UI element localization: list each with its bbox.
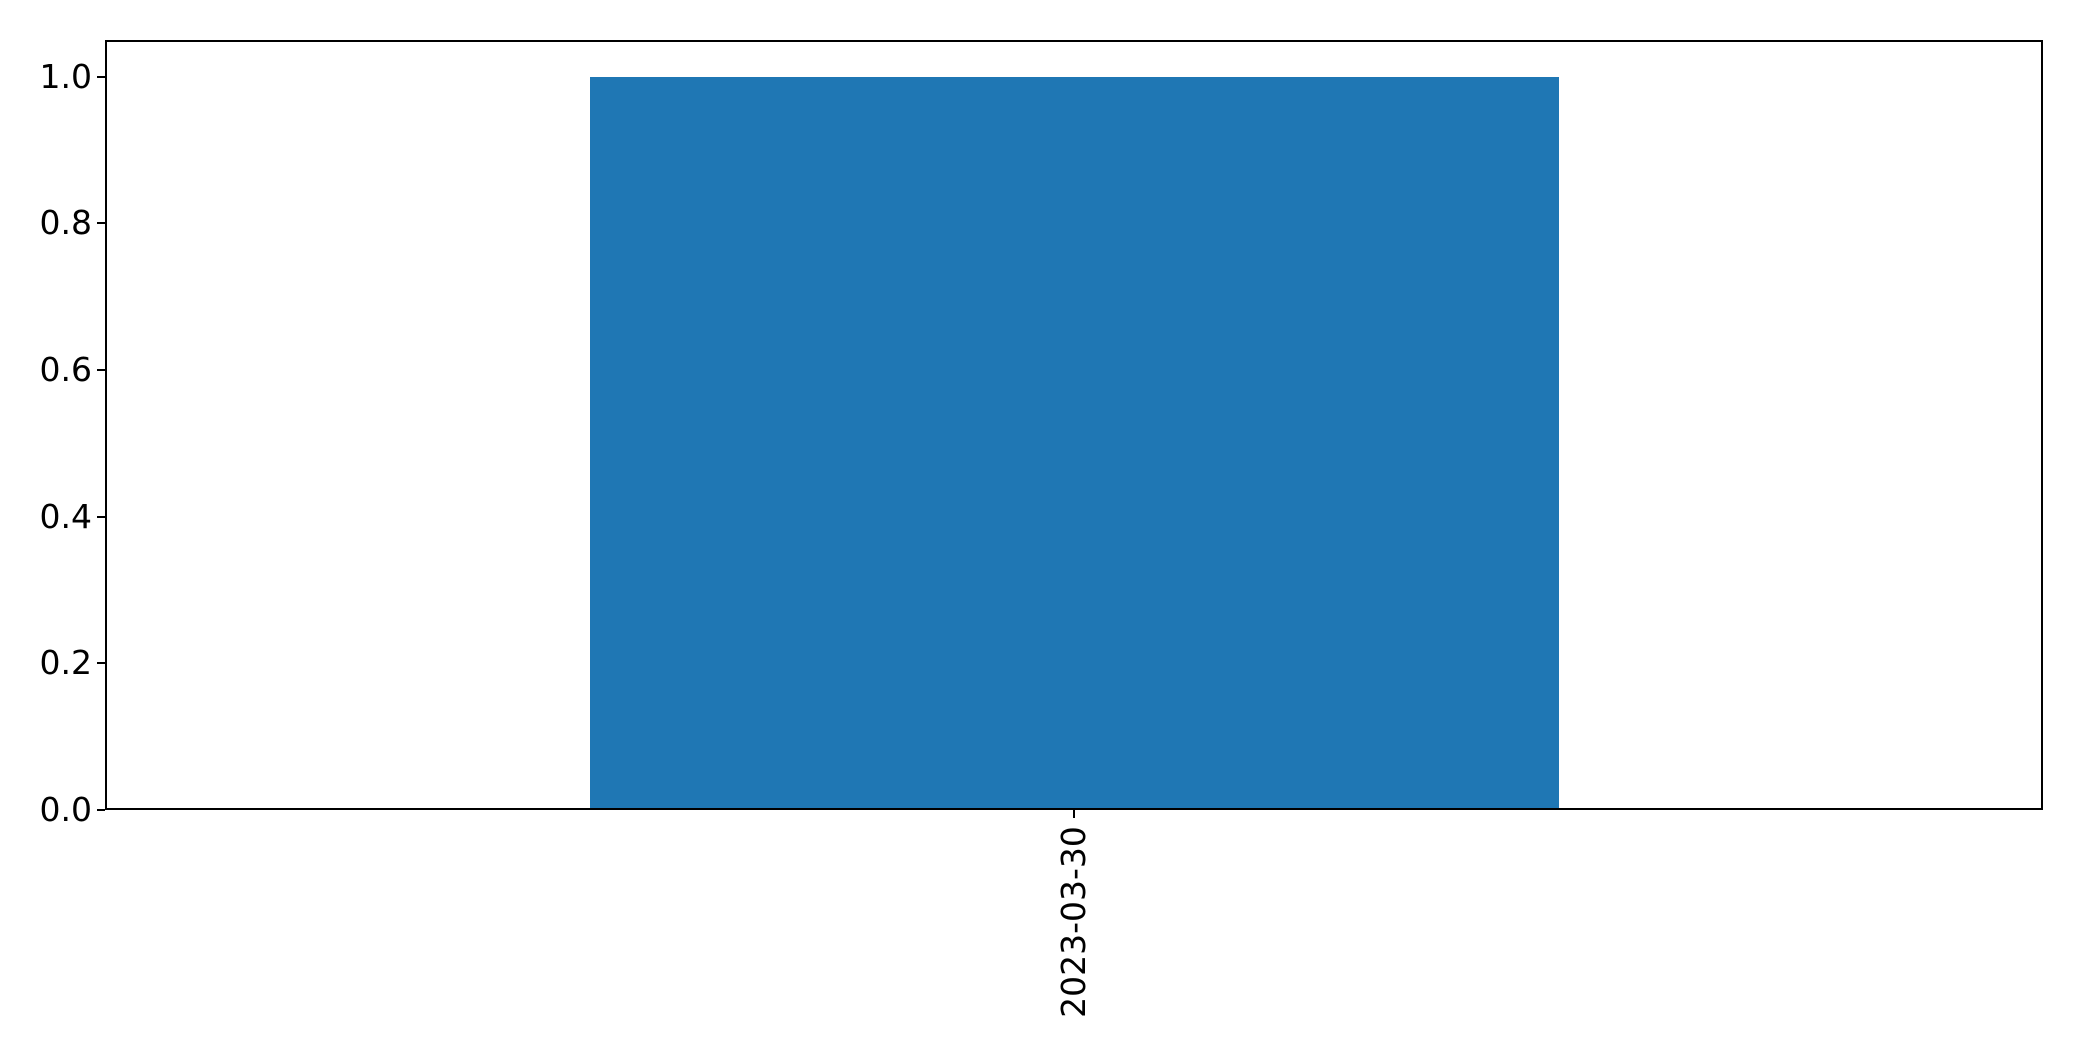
y-tick-label: 0.2	[39, 643, 92, 683]
y-tick-mark	[97, 662, 105, 665]
y-tick-label: 0.4	[39, 496, 92, 536]
bar-2023-03-30	[589, 76, 1559, 810]
y-tick-label: 0.6	[39, 350, 92, 389]
y-tick-mark	[97, 222, 105, 225]
y-tick-mark	[97, 75, 105, 78]
y-tick-label: 0.8	[39, 203, 92, 243]
x-tick-label: 2023-03-30	[1054, 826, 1093, 1018]
y-tick-mark	[97, 515, 105, 518]
y-tick-mark	[97, 369, 105, 371]
y-tick-label: 1.0	[39, 56, 92, 96]
y-tick-mark	[97, 809, 105, 811]
y-tick-label: 0.0	[39, 790, 92, 829]
x-tick-mark	[1073, 810, 1075, 818]
